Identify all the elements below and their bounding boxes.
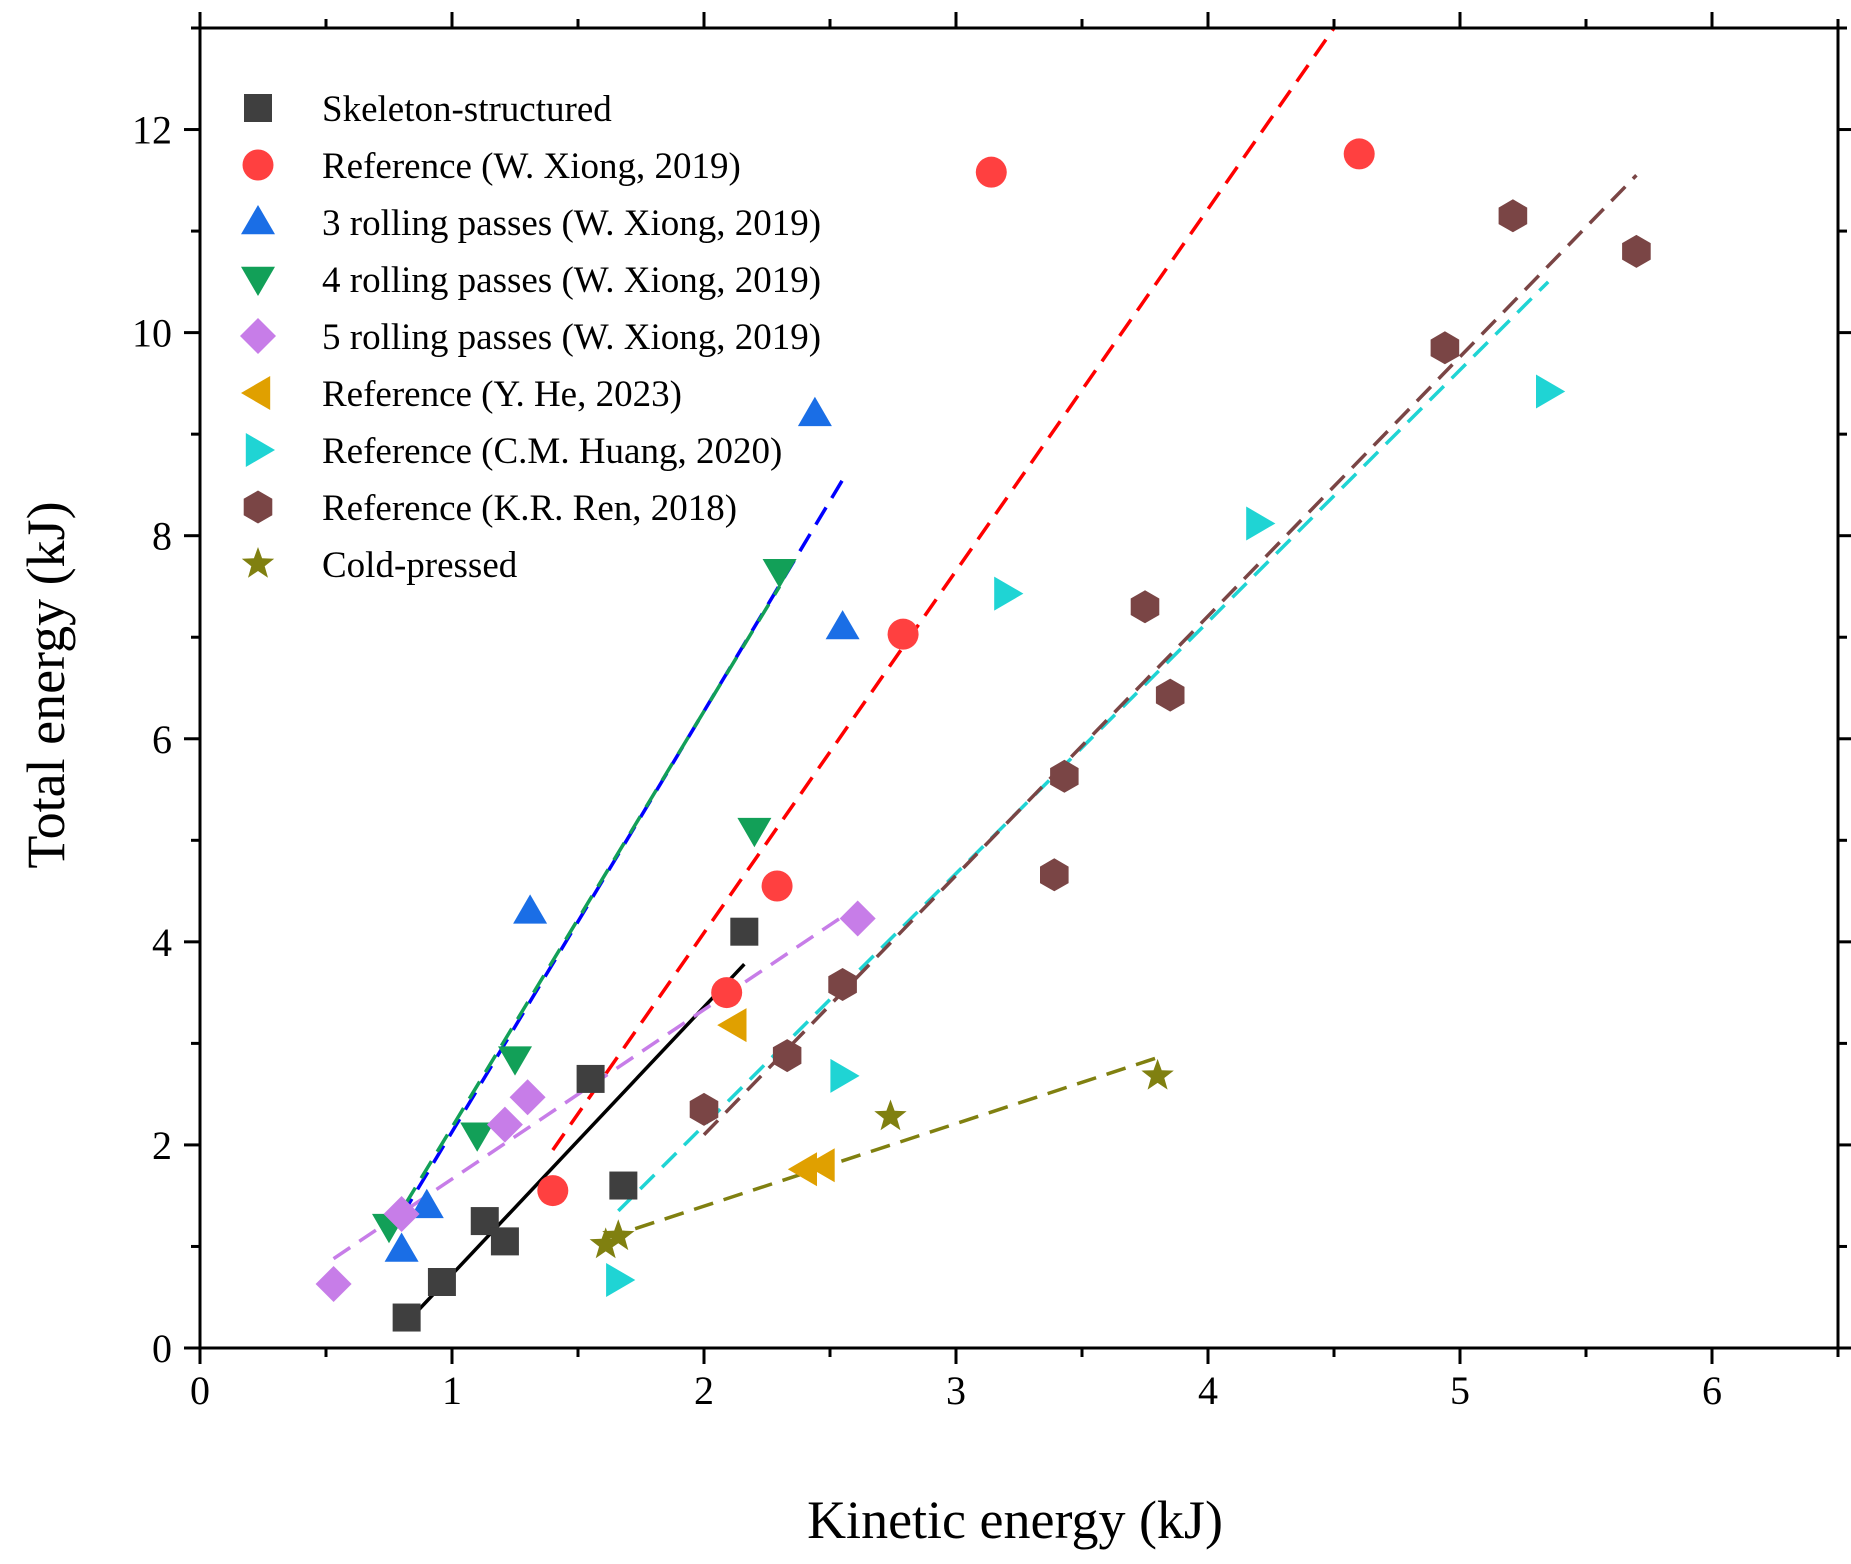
legend-marker-series-8 [243, 490, 273, 524]
data-point-series-6-2 [787, 1152, 817, 1187]
data-point-series-7-3 [994, 576, 1024, 611]
legend-marker-series-4 [241, 266, 275, 296]
data-point-series-4-4 [737, 817, 772, 848]
data-point-series-1-7 [730, 917, 759, 946]
data-point-series-7-5 [1536, 374, 1566, 409]
data-point-series-9-1 [589, 1227, 622, 1259]
fit-line-series-8 [702, 174, 1638, 1136]
x-tick-label: 5 [1450, 1368, 1470, 1413]
data-point-series-6-1 [717, 1008, 747, 1043]
fit-line-series-3 [400, 478, 845, 1217]
legend-marker-series-2 [242, 149, 274, 181]
data-point-series-9-4 [1141, 1058, 1174, 1090]
x-tick-label: 4 [1198, 1368, 1218, 1413]
legend-label-series-8: Reference (K.R. Ren, 2018) [322, 488, 737, 529]
data-point-series-5-4 [509, 1079, 546, 1116]
legend-label-series-6: Reference (Y. He, 2023) [322, 374, 682, 415]
legend-marker-series-6 [241, 376, 271, 410]
data-point-series-8-3 [828, 968, 857, 1001]
legend-marker-series-9 [241, 547, 275, 578]
data-point-series-7-4 [1246, 506, 1276, 541]
data-point-series-5-2 [383, 1196, 420, 1232]
x-tick-label: 6 [1702, 1368, 1722, 1413]
data-point-series-2-5 [975, 156, 1007, 188]
legend-marker-series-3 [241, 205, 275, 235]
data-point-series-8-7 [1155, 678, 1185, 712]
data-point-series-1-1 [392, 1303, 421, 1332]
legend-label-series-5: 5 rolling passes (W. Xiong, 2019) [322, 317, 821, 358]
fit-line-series-4 [387, 585, 782, 1233]
data-point-series-5-1 [315, 1266, 352, 1302]
y-tick-label: 0 [152, 1326, 172, 1371]
x-axis-title: Kinetic energy (kJ) [807, 1490, 1223, 1550]
data-point-series-8-10 [1622, 234, 1651, 268]
data-point-series-9-3 [874, 1099, 907, 1131]
data-point-series-1-6 [609, 1171, 638, 1200]
data-point-series-4-5 [762, 559, 797, 589]
y-tick-label: 2 [152, 1123, 172, 1168]
legend-label-series-4: 4 rolling passes (W. Xiong, 2019) [322, 260, 821, 301]
legend-label-series-1: Skeleton-structured [322, 89, 612, 130]
data-point-series-9-2 [602, 1219, 635, 1251]
data-point-series-8-1 [689, 1092, 719, 1126]
y-tick-label: 4 [152, 920, 172, 965]
fit-line-series-9 [605, 1055, 1159, 1241]
legend-marker-series-1 [244, 94, 272, 122]
data-point-series-6-3 [805, 1148, 835, 1183]
data-point-series-3-4 [797, 396, 832, 427]
data-point-series-8-4 [1040, 858, 1069, 892]
x-tick-label: 0 [190, 1368, 210, 1413]
legend-marker-series-7 [245, 433, 275, 467]
y-tick-label: 8 [152, 514, 172, 559]
data-point-series-1-2 [427, 1268, 456, 1296]
y-tick-label: 12 [132, 108, 172, 153]
legend-label-series-9: Cold-pressed [322, 545, 518, 586]
data-point-series-3-5 [825, 610, 860, 640]
legend-label-series-2: Reference (W. Xiong, 2019) [322, 146, 741, 187]
y-tick-label: 10 [132, 311, 172, 356]
data-point-series-7-2 [830, 1058, 860, 1093]
data-point-series-8-2 [772, 1039, 802, 1073]
data-point-series-4-3 [498, 1046, 532, 1076]
data-points [315, 138, 1651, 1332]
legend-label-series-3: 3 rolling passes (W. Xiong, 2019) [322, 203, 821, 244]
y-axis-title: Total energy (kJ) [16, 501, 76, 868]
data-point-series-4-2 [460, 1122, 495, 1152]
x-tick-label: 1 [442, 1368, 462, 1413]
fit-line-series-2 [551, 27, 1336, 1151]
x-tick-label: 2 [694, 1368, 714, 1413]
data-point-series-2-3 [761, 870, 793, 902]
legend-marker-series-5 [240, 318, 276, 354]
data-point-series-2-6 [1343, 138, 1375, 170]
data-point-series-3-1 [384, 1232, 419, 1262]
data-point-series-1-5 [576, 1064, 605, 1093]
y-tick-label: 6 [152, 717, 172, 762]
legend: Skeleton-structured Reference (W. Xiong, … [240, 89, 821, 586]
data-point-series-8-6 [1130, 590, 1160, 624]
data-point-series-5-3 [486, 1106, 523, 1143]
data-point-series-8-5 [1050, 759, 1079, 793]
data-point-series-3-2 [409, 1188, 444, 1219]
data-point-series-3-3 [513, 894, 548, 924]
fit-line-series-1 [405, 962, 746, 1324]
data-point-series-5-5 [839, 900, 876, 937]
data-point-series-2-2 [711, 977, 743, 1009]
x-tick-label: 3 [946, 1368, 966, 1413]
data-point-series-7-1 [606, 1263, 636, 1297]
data-point-series-2-1 [537, 1175, 569, 1207]
plot-frame [198, 26, 1840, 1350]
legend-label-series-7: Reference (C.M. Huang, 2020) [322, 431, 782, 472]
data-point-series-8-8 [1430, 331, 1460, 365]
data-point-series-1-4 [490, 1227, 519, 1256]
data-point-series-2-4 [887, 618, 919, 650]
data-point-series-8-9 [1498, 199, 1528, 233]
